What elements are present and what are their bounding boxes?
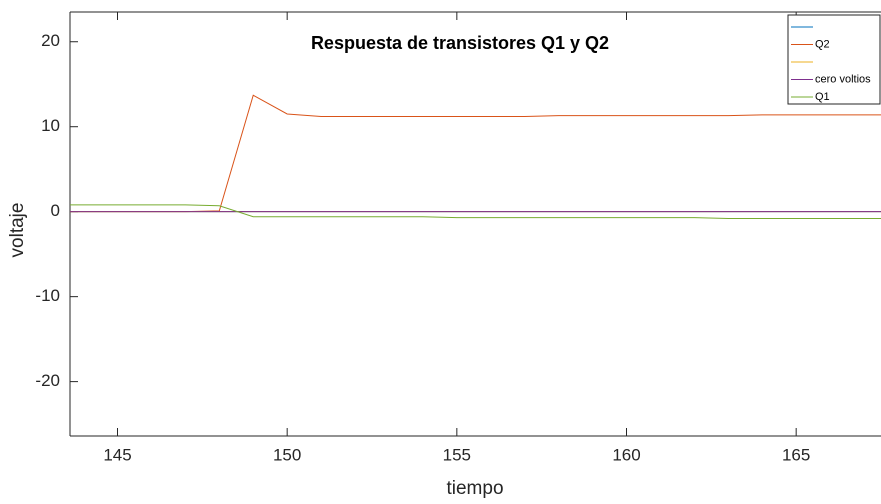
y-tick-label: -20 [35, 371, 60, 390]
y-tick-label: -10 [35, 286, 60, 305]
y-axis-label: voltaje [7, 203, 28, 258]
x-axis-label: tiempo [446, 478, 503, 499]
y-tick-label: 20 [41, 31, 60, 50]
x-tick-label: 160 [612, 445, 640, 464]
legend-label: Q1 [815, 91, 830, 103]
chart-title: Respuesta de transistores Q1 y Q2 [311, 33, 609, 53]
x-tick-label: 165 [782, 445, 810, 464]
x-tick-label: 150 [273, 445, 301, 464]
legend-label: cero voltios [815, 73, 871, 85]
series-line [70, 204, 881, 219]
legend-box [787, 14, 881, 105]
plot-area [70, 94, 881, 219]
x-tick-label: 145 [103, 445, 131, 464]
y-tick-label: 0 [51, 201, 60, 220]
series-line [70, 94, 881, 213]
y-tick-label: 10 [41, 116, 60, 135]
legend-label: Q2 [815, 38, 830, 50]
x-tick-label: 155 [443, 445, 471, 464]
